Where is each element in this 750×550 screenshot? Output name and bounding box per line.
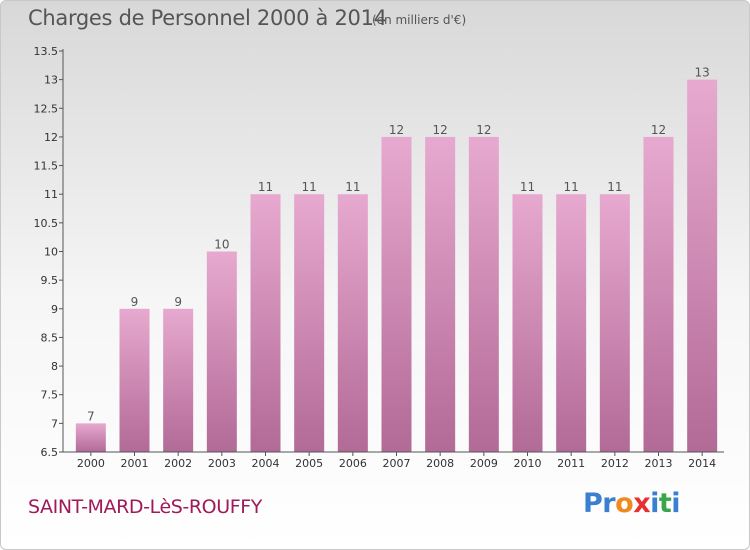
bar-2002 bbox=[163, 308, 194, 452]
bar-2001 bbox=[119, 308, 150, 452]
chart-title: Charges de Personnel 2000 à 2014 bbox=[28, 6, 387, 30]
logo-letter: i bbox=[671, 488, 681, 519]
bar-2013 bbox=[643, 136, 674, 452]
bar-2009 bbox=[468, 136, 499, 452]
data-label-2003: 10 bbox=[214, 238, 229, 252]
y-tick-label: 11.5 bbox=[34, 160, 59, 173]
x-tick-label-2010: 2010 bbox=[514, 457, 542, 470]
proxiti-logo: Proxiti bbox=[583, 488, 681, 519]
bar-2005 bbox=[294, 194, 325, 452]
y-tick-label: 7.5 bbox=[41, 389, 59, 402]
data-label-2013: 12 bbox=[651, 123, 666, 137]
bar-2014 bbox=[687, 79, 718, 453]
bar-2011 bbox=[556, 194, 587, 452]
y-tick-label: 9.5 bbox=[41, 274, 59, 287]
x-tick-label-2005: 2005 bbox=[295, 457, 323, 470]
data-label-2014: 13 bbox=[695, 66, 710, 80]
y-tick-label: 10 bbox=[44, 246, 58, 259]
logo-letter: t bbox=[658, 488, 672, 519]
y-tick-label: 8 bbox=[51, 360, 58, 373]
y-tick-label: 6.5 bbox=[41, 446, 59, 459]
data-label-2008: 12 bbox=[433, 123, 448, 137]
x-tick-label-2006: 2006 bbox=[339, 457, 367, 470]
bar-2007 bbox=[381, 136, 412, 452]
data-label-2011: 11 bbox=[564, 180, 579, 194]
data-label-2005: 11 bbox=[302, 180, 317, 194]
bar-2004 bbox=[250, 194, 281, 452]
y-tick-label: 13 bbox=[44, 74, 58, 87]
x-tick-label-2007: 2007 bbox=[383, 457, 411, 470]
y-tick-label: 11 bbox=[44, 188, 58, 201]
x-tick-label-2012: 2012 bbox=[601, 457, 629, 470]
logo-letter: o bbox=[615, 488, 634, 519]
x-tick-label-2013: 2013 bbox=[645, 457, 673, 470]
data-label-2009: 12 bbox=[476, 123, 491, 137]
data-label-2007: 12 bbox=[389, 123, 404, 137]
bar-2012 bbox=[599, 194, 630, 452]
x-tick-label-2002: 2002 bbox=[164, 457, 192, 470]
logo-letter: r bbox=[602, 488, 616, 519]
x-tick-label-2000: 2000 bbox=[77, 457, 105, 470]
axes-group: 2000 2001 2002 2003 2004 2005 2006 2007 2008 2009… bbox=[34, 45, 724, 470]
logo-letter: x bbox=[633, 488, 651, 519]
data-label-2012: 11 bbox=[607, 180, 622, 194]
y-tick-label: 12 bbox=[44, 131, 58, 144]
bar-2006 bbox=[337, 194, 368, 452]
y-tick-label: 10.5 bbox=[34, 217, 59, 230]
x-tick-label-2003: 2003 bbox=[208, 457, 236, 470]
bar-2008 bbox=[425, 136, 456, 452]
logo-letter: i bbox=[650, 488, 659, 519]
y-tick-label: 13.5 bbox=[34, 45, 59, 58]
bar-2000 bbox=[75, 423, 106, 452]
y-tick-label: 8.5 bbox=[41, 331, 59, 344]
x-tick-label-2011: 2011 bbox=[557, 457, 585, 470]
chart-subtitle: (en milliers d'€) bbox=[372, 13, 467, 27]
x-tick-label-2009: 2009 bbox=[470, 457, 498, 470]
bars-group: 7 9 9 10 11 11 11 12 12 12 11 11 11 12 13 bbox=[75, 66, 718, 453]
y-tick-label: 7 bbox=[51, 417, 58, 430]
data-label-2000: 7 bbox=[87, 409, 95, 423]
data-label-2002: 9 bbox=[174, 295, 182, 309]
data-label-2010: 11 bbox=[520, 180, 535, 194]
data-label-2006: 11 bbox=[345, 180, 360, 194]
y-tick-label: 9 bbox=[51, 303, 58, 316]
x-tick-label-2014: 2014 bbox=[688, 457, 716, 470]
data-label-2004: 11 bbox=[258, 180, 273, 194]
y-tick-label: 12.5 bbox=[34, 102, 59, 115]
data-label-2001: 9 bbox=[131, 295, 139, 309]
x-tick-label-2008: 2008 bbox=[426, 457, 454, 470]
x-tick-label-2004: 2004 bbox=[252, 457, 280, 470]
logo-letter: P bbox=[583, 488, 603, 519]
commune-name: SAINT-MARD-LèS-ROUFFY bbox=[28, 496, 263, 518]
x-tick-label-2001: 2001 bbox=[121, 457, 149, 470]
bar-2010 bbox=[512, 194, 543, 452]
bar-2003 bbox=[206, 251, 237, 452]
